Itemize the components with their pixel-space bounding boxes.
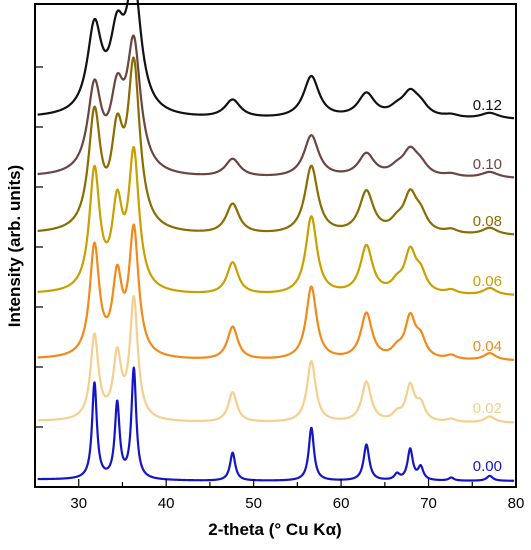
x-tick-label: 80: [508, 495, 525, 512]
series-label-0.04: 0.04: [473, 338, 502, 355]
series-label-0.00: 0.00: [473, 458, 502, 475]
y-axis-title: Intensity (arb. units): [5, 165, 24, 327]
x-tick-label: 50: [245, 495, 262, 512]
series-layer: 0.12 0.10 0.08 0.06 0.04 0.02 0.00: [36, 0, 515, 482]
series-label-0.02: 0.02: [473, 400, 502, 417]
series-line-0.02: [36, 295, 515, 424]
x-tick-label: 30: [70, 495, 87, 512]
series-label-0.08: 0.08: [473, 213, 502, 230]
x-axis-title: 2-theta (° Cu Kα): [208, 520, 341, 539]
series-label-0.06: 0.06: [473, 273, 502, 290]
series-line-0.10: [36, 34, 515, 179]
plot-frame: [34, 3, 517, 488]
series-line-0.00: [36, 366, 515, 482]
series-line-0.12: [36, 0, 515, 120]
series-line-0.08: [36, 56, 515, 236]
x-tick-label: 70: [420, 495, 437, 512]
series-line-0.06: [36, 146, 515, 296]
x-tick-label: 40: [158, 495, 175, 512]
axis-layer: 30 40 50 60 70 80: [35, 66, 525, 512]
series-label-0.12: 0.12: [473, 97, 502, 114]
x-tick-label: 60: [333, 495, 350, 512]
series-line-0.04: [36, 223, 515, 361]
series-label-0.10: 0.10: [473, 156, 502, 173]
